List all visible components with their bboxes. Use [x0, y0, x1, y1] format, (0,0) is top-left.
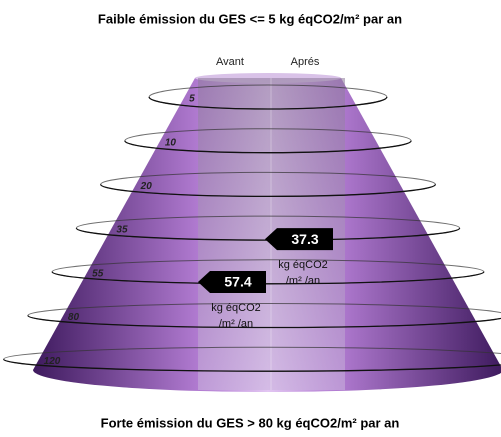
ring-front — [148, 96, 388, 110]
unit-label: /m² /an — [286, 275, 320, 287]
unit-label: kg éqCO2 — [278, 259, 328, 271]
category-label: Aprés — [291, 56, 320, 68]
value-tag — [198, 270, 266, 293]
footer: Forte émission du GES > 80 kg éqCO2/m² p… — [101, 415, 400, 430]
ring-label: 5 — [189, 94, 195, 105]
ring-label: 120 — [44, 356, 61, 367]
ring-front — [124, 140, 412, 154]
ring-label: 35 — [116, 225, 128, 236]
category-label: Avant — [216, 56, 244, 68]
ring-label: 55 — [92, 268, 104, 279]
ring-label: 10 — [165, 137, 177, 148]
value-label: 57.4 — [224, 274, 251, 290]
ring-front — [99, 184, 437, 198]
title: Faible émission du GES <= 5 kg éqCO2/m² … — [98, 11, 402, 26]
ring-label: 80 — [68, 312, 80, 323]
ring-front — [27, 315, 501, 329]
unit-label: kg éqCO2 — [211, 302, 261, 314]
value-label: 37.3 — [291, 231, 318, 247]
ring-front — [51, 271, 485, 285]
ring-label: 20 — [140, 181, 153, 192]
unit-label: /m² /an — [219, 318, 253, 330]
value-tag — [265, 228, 333, 251]
ring-front — [3, 358, 501, 372]
